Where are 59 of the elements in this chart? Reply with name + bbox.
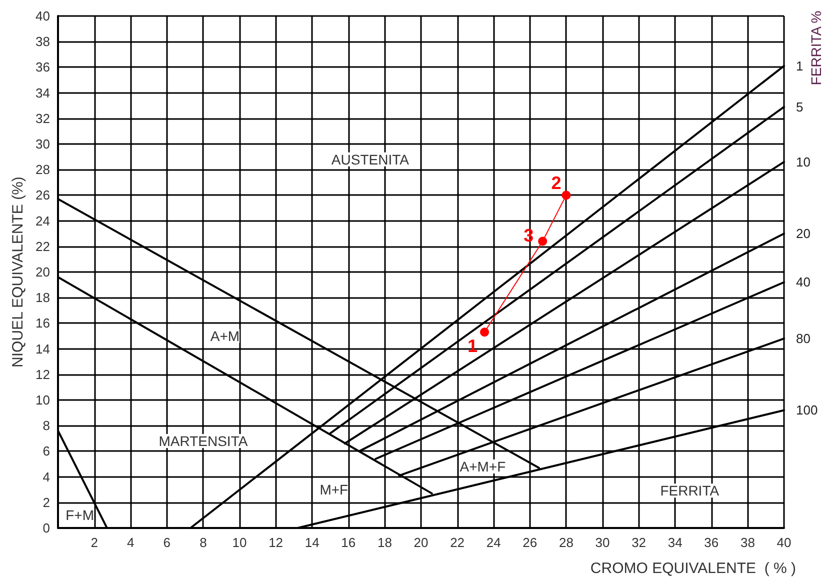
x-tick-label: 38 — [740, 535, 755, 550]
y-tick-label: 16 — [36, 316, 50, 331]
x-tick-label: 40 — [776, 535, 792, 550]
y-tick-label: 26 — [36, 188, 50, 203]
y-tick-label: 2 — [42, 494, 50, 510]
y2-axis-title: FERRITA % — [808, 10, 824, 86]
annotation: M+F — [320, 482, 348, 498]
x-tick-label: 24 — [486, 535, 501, 550]
y-tick-label: 24 — [36, 213, 50, 228]
x-axis-title: CROMO EQUIVALENTE ( % ) — [590, 560, 796, 577]
annotation: A+M — [210, 328, 240, 344]
y-tick-label: 40 — [36, 8, 50, 24]
x-tick-label: 2 — [90, 535, 98, 550]
y-tick-label: 0 — [42, 520, 50, 536]
x-tick-label: 22 — [450, 535, 465, 550]
y-tick-label: 36 — [36, 60, 50, 75]
annotation: MARTENSITA — [158, 432, 248, 449]
y-tick-label: 6 — [42, 444, 50, 459]
y-tick-label: 28 — [36, 162, 50, 178]
y-tick-label: 14 — [36, 341, 50, 356]
annotation: AUSTENITA — [331, 151, 410, 168]
annotation: 2 — [551, 173, 562, 194]
x-tick-label: 30 — [595, 535, 610, 550]
x-tick-label: 34 — [668, 535, 682, 550]
x-tick-label: 36 — [704, 535, 719, 550]
series-label: 5 — [796, 99, 804, 114]
series-label: 80 — [796, 331, 810, 346]
x-tick-label: 16 — [341, 535, 356, 550]
annotation: A+M+F — [460, 458, 506, 475]
y-tick-label: 4 — [42, 469, 50, 484]
y-tick-label: 30 — [36, 136, 50, 152]
series-label: 40 — [796, 274, 810, 290]
y-tick-label: 32 — [36, 110, 50, 126]
y-tick-label: 8 — [42, 418, 50, 434]
x-tick-label: 6 — [163, 535, 171, 550]
y-tick-label: 10 — [36, 392, 50, 408]
series-label: 100 — [796, 402, 818, 418]
x-tick-label: 20 — [414, 535, 428, 550]
y-tick-label: 20 — [36, 264, 50, 280]
x-tick-label: 26 — [522, 535, 538, 550]
x-tick-label: 4 — [126, 535, 134, 550]
x-tick-label: 10 — [232, 535, 247, 550]
y-tick-label: 38 — [36, 34, 50, 50]
y-axis-title: NIQUEL EQUIVALENTE (%) — [10, 176, 26, 368]
y-tick-label: 34 — [36, 85, 50, 100]
x-tick-label: 12 — [268, 535, 284, 550]
series-label: 10 — [796, 154, 810, 170]
annotation: F+M — [66, 507, 94, 524]
annotation: FERRITA — [660, 482, 720, 499]
y-tick-label: 22 — [36, 238, 50, 254]
x-tick-label: 32 — [632, 535, 646, 550]
y-tick-label: 18 — [36, 290, 50, 306]
series-label: 1 — [796, 58, 804, 74]
x-tick-label: 18 — [377, 535, 392, 550]
x-tick-label: 28 — [558, 535, 574, 550]
x-tick-label: 14 — [304, 535, 320, 550]
x-tick-label: 8 — [200, 535, 207, 550]
y-tick-label: 12 — [36, 366, 50, 382]
series-label: 20 — [796, 226, 810, 242]
